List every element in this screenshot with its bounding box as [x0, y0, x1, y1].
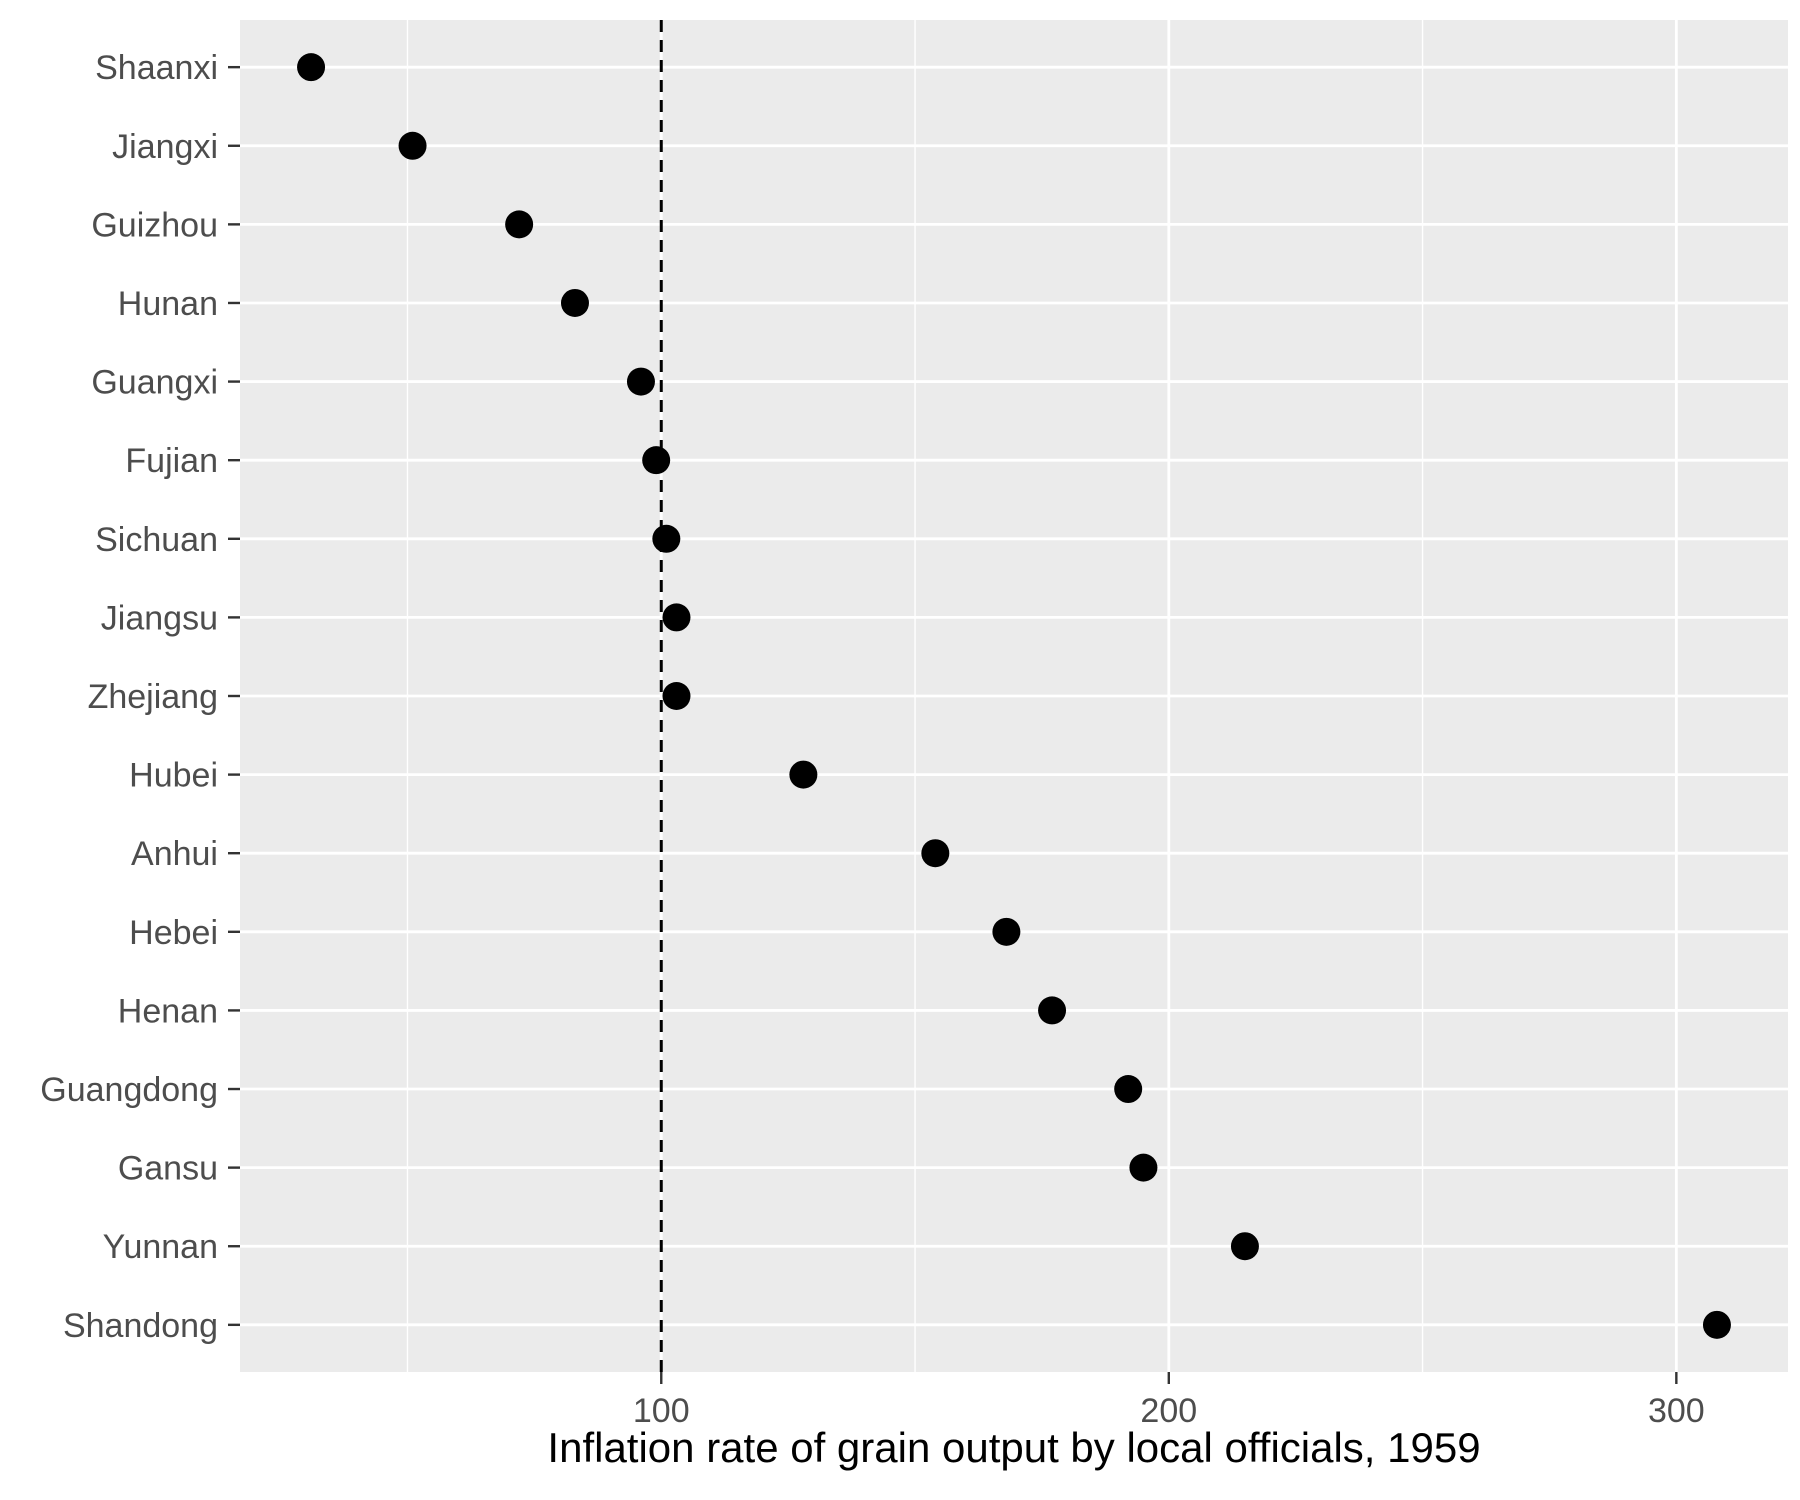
x-tick-label: 200 — [1140, 1392, 1197, 1430]
y-tick-label: Hunan — [118, 285, 218, 323]
data-point-sichuan — [652, 524, 681, 553]
y-tick-label: Sichuan — [95, 521, 218, 559]
y-tick-label: Gansu — [118, 1150, 218, 1188]
x-tick-label: 100 — [633, 1392, 690, 1430]
y-tick-label: Guangdong — [40, 1071, 218, 1109]
data-point-hubei — [789, 760, 818, 789]
data-point-jiangsu — [662, 603, 691, 632]
y-tick-label: Henan — [118, 992, 218, 1030]
y-tick-label: Shaanxi — [95, 49, 218, 87]
y-tick-label: Guizhou — [91, 206, 218, 244]
data-point-zhejiang — [662, 682, 691, 710]
data-point-hebei — [992, 917, 1021, 946]
y-tick-label: Guangxi — [91, 364, 218, 402]
y-tick-label: Anhui — [131, 835, 218, 873]
y-axis: Shaanxi Jiangxi Guizhou Hunan Guangxi Fujian S… — [40, 49, 240, 1345]
y-tick-label: Yunnan — [103, 1228, 218, 1266]
data-point-fujian — [642, 446, 671, 475]
data-point-guangxi — [626, 367, 655, 396]
data-point-guangdong — [1114, 1075, 1143, 1104]
data-point-hunan — [560, 288, 589, 317]
data-point-jiangxi — [398, 131, 427, 160]
data-point-yunnan — [1230, 1232, 1259, 1261]
x-tick-label: 300 — [1648, 1392, 1705, 1430]
y-tick-label: Fujian — [125, 442, 218, 480]
y-tick-label: Jiangsu — [101, 599, 218, 637]
data-point-shandong — [1702, 1310, 1731, 1339]
data-point-guizhou — [505, 210, 534, 239]
data-point-gansu — [1129, 1153, 1158, 1182]
y-tick-label: Hebei — [129, 914, 218, 952]
x-axis: 100 200 300 — [633, 1372, 1705, 1430]
y-tick-label: Jiangxi — [112, 128, 218, 166]
data-point-shaanxi — [297, 53, 326, 82]
y-tick-label: Shandong — [63, 1307, 218, 1345]
data-points — [297, 53, 1731, 1339]
data-point-henan — [1038, 996, 1067, 1025]
y-tick-label: Hubei — [129, 757, 218, 795]
data-point-anhui — [921, 839, 950, 868]
x-axis-title: Inflation rate of grain output by local … — [547, 1424, 1480, 1471]
y-tick-label: Zhejiang — [88, 678, 218, 716]
major-gridlines — [240, 20, 1788, 1372]
